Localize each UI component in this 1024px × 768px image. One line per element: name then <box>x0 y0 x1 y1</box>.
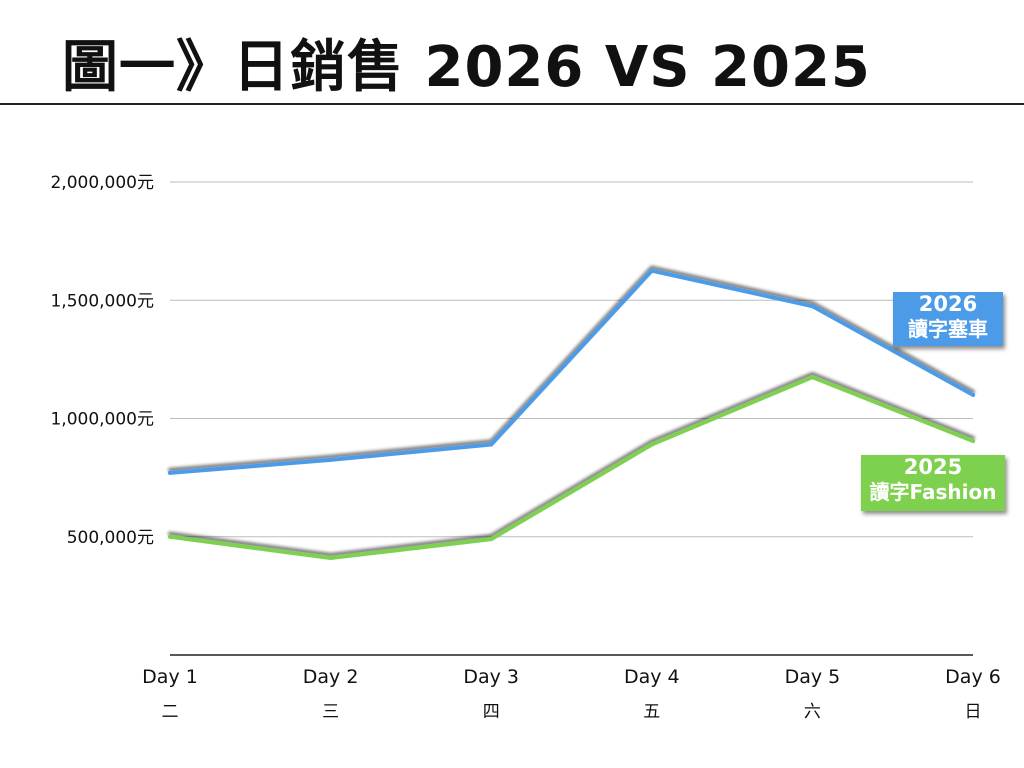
legend-2025: 2025 讀字Fashion <box>861 455 1005 511</box>
data-point-2025-2 <box>328 556 333 561</box>
legend-2026-year: 2026 <box>918 292 978 316</box>
y-tick-label-1: 1,000,000元 <box>50 410 154 430</box>
legend-2025-label: 讀字Fashion <box>869 480 997 504</box>
legend-2026: 2026 讀字塞車 <box>893 292 1003 346</box>
x-tick-label-0: Day 1 <box>142 666 198 688</box>
legend-2026-label: 讀字塞車 <box>908 317 988 341</box>
x-sub-label-0: 二 <box>162 702 179 722</box>
data-point-2026-2 <box>328 457 333 462</box>
x-tick-label-4: Day 5 <box>785 666 841 688</box>
series-lines <box>168 268 975 561</box>
data-point-2025-4 <box>649 442 654 447</box>
x-sub-label-1: 三 <box>322 702 339 722</box>
x-tick-label-2: Day 3 <box>463 666 519 688</box>
data-point-2026-6 <box>971 392 975 397</box>
x-sub-label-3: 五 <box>643 702 660 722</box>
title-divider <box>0 103 1024 105</box>
legend-2025-year: 2025 <box>903 455 963 479</box>
y-tick-label-2: 1,500,000元 <box>50 291 154 311</box>
data-point-2026-3 <box>489 442 494 447</box>
gridlines <box>170 181 973 538</box>
data-point-2026-1 <box>168 470 172 475</box>
slide-title: 圖一》日銷售 2026 VS 2025 <box>62 35 871 100</box>
series-line-2025 <box>168 375 975 561</box>
axes: 500,000元 1,000,000元 1,500,000元 2,000,000元 Da… <box>50 173 1000 722</box>
data-point-2026-4 <box>649 268 654 273</box>
y-tick-label-0: 500,000元 <box>67 528 154 548</box>
x-tick-label-1: Day 2 <box>303 666 359 688</box>
x-sub-label-4: 六 <box>804 702 821 722</box>
x-tick-label-5: Day 6 <box>945 666 1001 688</box>
x-tick-label-3: Day 4 <box>624 666 680 688</box>
series-line-2026 <box>168 268 975 475</box>
data-point-2025-3 <box>489 537 494 542</box>
data-point-2025-5 <box>810 375 815 380</box>
x-sub-label-5: 日 <box>965 702 982 722</box>
y-tick-label-3: 2,000,000元 <box>50 173 154 193</box>
data-point-2026-5 <box>810 304 815 309</box>
data-point-2025-6 <box>971 438 975 443</box>
x-sub-label-2: 四 <box>483 702 500 722</box>
data-point-2025-1 <box>168 534 172 539</box>
